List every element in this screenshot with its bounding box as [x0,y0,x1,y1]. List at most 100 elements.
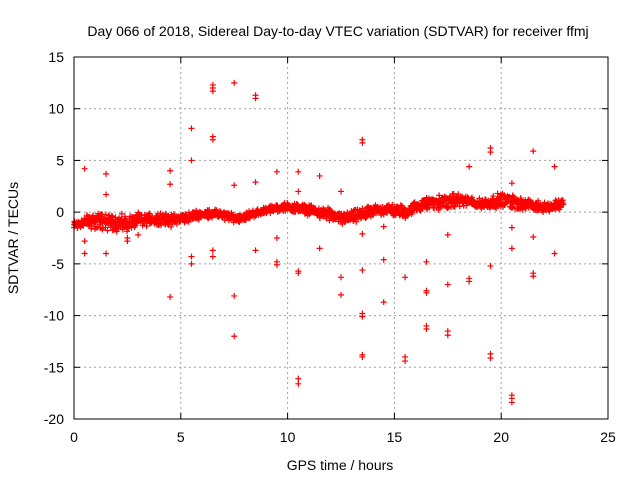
data-point [273,168,280,175]
data-point [168,223,175,230]
data-point [402,358,409,365]
data-point [560,201,567,208]
axes: 15 10 5 0 -5 -10 -15 -20 0 5 10 15 20 25 [44,49,616,445]
data-point [359,313,366,320]
data-point [530,233,537,240]
data-point [293,200,300,207]
x-tick-label: 15 [387,429,403,445]
data-point [109,213,116,220]
data-point [103,191,110,198]
y-tick-label: -10 [44,308,64,324]
data-point [338,291,344,298]
data-point [139,222,146,229]
data-point [103,170,110,177]
data-points [71,79,567,406]
data-point [380,256,387,263]
data-point [143,223,150,230]
data-point [487,149,494,156]
chart-title: Day 066 of 2018, Sidereal Day-to-day VTE… [87,23,588,39]
data-point [209,247,216,254]
data-point [188,253,195,260]
data-point [188,260,195,267]
data-point [167,293,174,300]
data-point [108,212,115,219]
data-point [359,139,366,146]
data-point [492,204,499,211]
data-point [380,223,387,230]
data-point [252,95,259,102]
data-point [81,165,88,172]
data-point [273,235,280,241]
x-axis-label: GPS time / hours [287,457,394,473]
data-point [209,136,216,143]
data-point [508,245,515,252]
y-axis-label: SDTVAR / TECUs [5,182,21,294]
data-point [551,163,558,170]
data-point [362,215,369,222]
y-tick-label: 10 [48,101,64,117]
y-tick-label: -15 [44,359,64,375]
x-tick-label: 5 [177,429,185,445]
data-point [551,250,558,257]
data-point [295,168,302,175]
data-point [359,267,366,274]
data-point [146,210,153,217]
data-point [530,148,537,155]
data-point [359,230,366,237]
data-point [252,247,259,254]
data-point [316,172,323,179]
data-point [295,380,302,387]
data-point [338,274,344,281]
x-tick-label: 10 [280,429,296,445]
data-point [295,375,302,382]
data-point [508,224,515,231]
data-point [295,188,302,195]
data-point [402,274,409,281]
data-point [209,253,216,260]
data-point [231,333,238,340]
data-point [81,238,88,245]
y-tick-label: 0 [56,204,64,220]
data-point [167,181,174,188]
data-point [119,226,126,233]
data-point [487,354,494,361]
data-point [463,202,470,209]
data-point [158,222,165,229]
data-point [380,299,387,306]
data-point [135,231,142,238]
data-point [103,250,110,257]
data-point [508,180,515,187]
data-point [81,250,88,257]
data-point [273,261,280,268]
data-point [444,231,451,238]
data-point [359,353,366,360]
data-point [252,179,259,186]
data-point [102,211,109,218]
data-point [466,278,473,285]
data-point [466,163,473,170]
data-point [188,157,195,164]
data-point [508,399,515,406]
y-tick-label: 15 [48,49,64,65]
y-tick-label: 5 [56,152,64,168]
data-point [517,195,524,202]
data-point [231,292,238,299]
plot-frame [73,56,609,420]
x-tick-label: 20 [493,429,509,445]
data-point [231,182,238,189]
data-point [423,289,430,296]
data-point [167,167,174,174]
data-point [353,218,360,225]
grid [74,57,608,419]
data-point [104,227,111,234]
data-point [487,262,494,269]
data-point [530,273,537,280]
data-point [444,281,451,288]
data-point [132,220,139,227]
data-point [295,270,302,277]
data-point [444,332,451,339]
y-tick-label: -5 [52,256,65,272]
data-point [338,188,344,195]
x-tick-label: 0 [70,429,78,445]
